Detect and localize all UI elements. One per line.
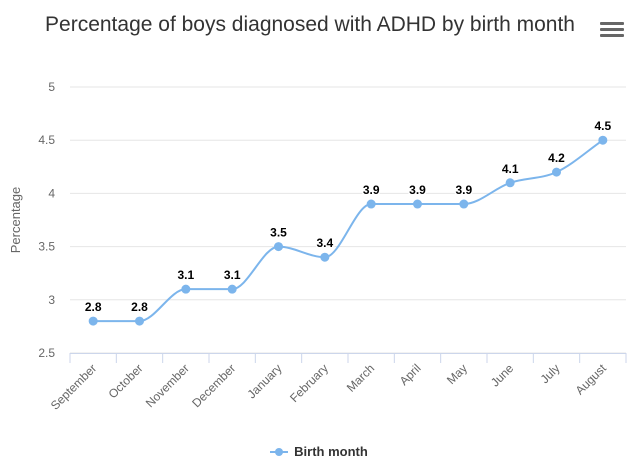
data-label: 3.5 — [270, 226, 287, 240]
y-tick-label: 3.5 — [38, 240, 55, 254]
x-tick-label: May — [444, 361, 470, 387]
data-point — [413, 199, 422, 209]
x-tick-label: November — [143, 361, 192, 410]
y-tick-label: 3 — [48, 293, 55, 307]
data-point — [274, 242, 283, 252]
series-birth-month — [88, 135, 608, 326]
data-point — [598, 135, 608, 145]
x-tick-label: April — [397, 361, 424, 388]
x-tick-label: February — [287, 361, 331, 405]
y-tick-label: 5 — [48, 80, 55, 94]
y-tick-label: 2.5 — [38, 346, 55, 360]
hamburger-menu-icon — [600, 22, 624, 37]
data-point — [227, 284, 237, 294]
legend: Birth month — [0, 444, 638, 461]
data-point — [459, 199, 469, 209]
y-tick-label: 4.5 — [38, 133, 55, 147]
data-label: 3.9 — [409, 183, 426, 197]
x-tick-label: August — [573, 361, 610, 398]
data-label: 2.8 — [131, 300, 148, 314]
data-point — [505, 178, 515, 188]
data-label: 3.1 — [177, 268, 194, 282]
data-point — [366, 199, 376, 209]
data-point — [88, 316, 98, 326]
x-tick-label: June — [488, 361, 517, 390]
y-axis-title: Percentage — [8, 187, 23, 254]
data-labels: 2.8 2.8 3.1 3.1 3.5 3.4 3.9 3.9 3.9 4.1 4.2 4.5 — [83, 118, 613, 316]
x-tick-label: October — [106, 361, 146, 401]
x-tick-label: January — [245, 361, 285, 401]
data-label: 3.1 — [224, 268, 241, 282]
chart-menu-button[interactable] — [600, 22, 624, 42]
x-tick-label: July — [538, 361, 563, 386]
data-point — [552, 167, 561, 177]
y-tick-label: 4 — [48, 186, 55, 200]
data-label: 3.9 — [363, 183, 380, 197]
data-label: 4.5 — [594, 119, 611, 133]
data-point — [320, 252, 330, 262]
data-label: 3.4 — [316, 236, 333, 250]
chart-title: Percentage of boys diagnosed with ADHD b… — [45, 13, 575, 36]
legend-marker-icon — [270, 446, 289, 458]
y-axis: 2.5 3 3.5 4 4.5 5 Percentage — [8, 80, 55, 360]
series-line — [93, 139, 604, 323]
x-tick-label: March — [344, 361, 377, 394]
x-tick-label: September — [48, 361, 99, 412]
legend-item-birth-month[interactable]: Birth month — [270, 444, 368, 459]
data-label: 2.8 — [85, 300, 102, 314]
data-point — [135, 316, 144, 326]
data-point — [181, 284, 191, 294]
legend-label: Birth month — [294, 444, 368, 459]
data-label: 4.1 — [502, 162, 519, 176]
data-label: 3.9 — [455, 183, 472, 197]
data-label: 4.2 — [548, 151, 565, 165]
x-tick-label: December — [189, 361, 238, 410]
